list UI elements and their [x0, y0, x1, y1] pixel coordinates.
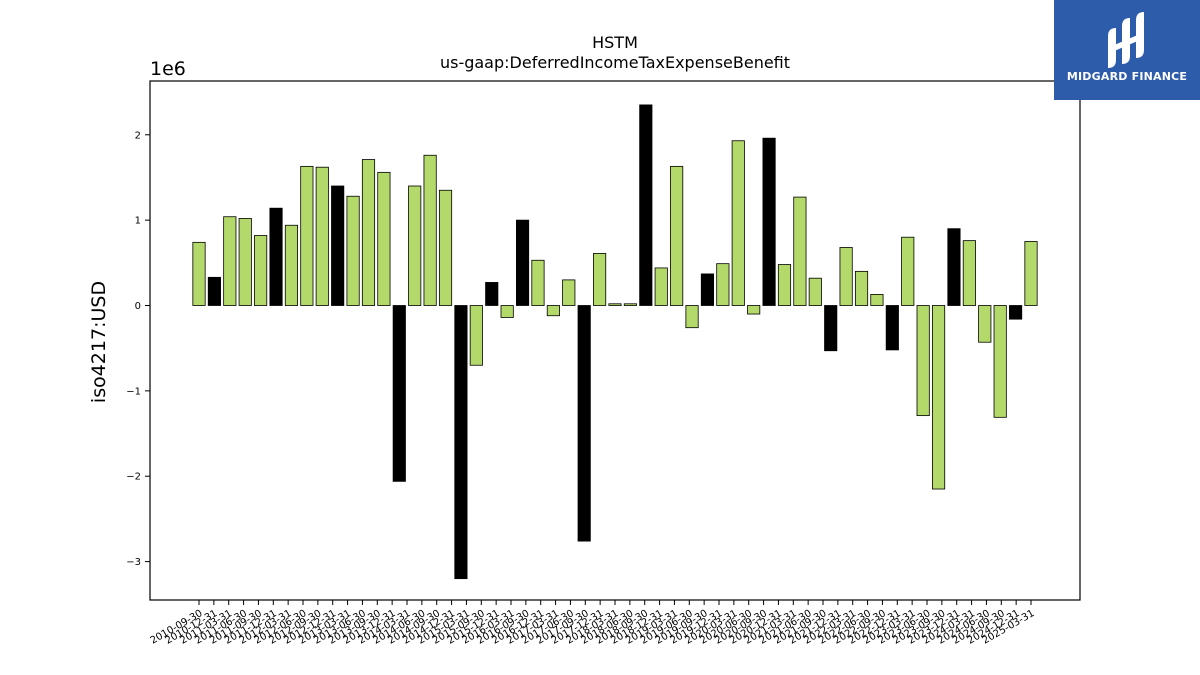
bar: [254, 235, 268, 306]
bar: [515, 219, 530, 306]
bar: [577, 305, 591, 542]
bar: [1024, 241, 1038, 306]
bar: [315, 166, 329, 306]
bars-group: [192, 104, 1038, 580]
bar: [192, 241, 206, 306]
y-axis-label: iso4217:USD: [88, 281, 110, 403]
bar: [593, 253, 607, 306]
bar: [947, 228, 961, 306]
bar: [300, 165, 314, 306]
chart-title: HSTM: [592, 33, 638, 52]
bar: [623, 303, 637, 306]
y-tick-label: −2: [126, 472, 141, 483]
bar: [716, 263, 730, 306]
bar: [531, 259, 545, 306]
bar: [392, 305, 406, 482]
bar: [931, 305, 946, 490]
bar: [238, 218, 252, 306]
bar: [361, 159, 376, 306]
bar: [824, 305, 838, 352]
y-tick-label: −3: [126, 557, 141, 568]
y-tick-label: 2: [135, 130, 141, 141]
logo-text: MIDGARD FINANCE: [1066, 70, 1188, 83]
bar: [762, 137, 776, 306]
x-axis: 2010-09-302010-12-312011-03-312011-06-30…: [149, 600, 1037, 647]
bar: [1009, 305, 1023, 320]
bar: [700, 273, 715, 306]
chart-subtitle: us-gaap:DeferredIncomeTaxExpenseBenefit: [440, 53, 790, 72]
bar: [639, 104, 653, 306]
bar: [546, 305, 560, 317]
y-tick-label: 1: [135, 216, 141, 227]
bar: [423, 154, 437, 306]
bar: [223, 216, 237, 306]
bar: [962, 240, 976, 306]
y-axis: −3 −2 −1 0 1 2: [126, 130, 150, 568]
bar: [562, 279, 576, 306]
bar: [469, 305, 483, 366]
bar: [438, 189, 453, 306]
bar: [284, 224, 299, 306]
bar: [747, 305, 761, 315]
bar: [331, 185, 345, 306]
bar: [608, 303, 622, 306]
midgard-logo-mark-icon: [1108, 12, 1144, 68]
midgard-finance-logo: MIDGARD FINANCE: [1054, 0, 1200, 100]
bar: [731, 140, 745, 306]
bar: [901, 236, 915, 306]
bar: [654, 267, 668, 306]
bar: [346, 195, 360, 306]
bar: [808, 277, 822, 306]
bar: [269, 207, 283, 306]
bar: [854, 270, 869, 306]
bar: [916, 305, 930, 417]
y-offset-label: 1e6: [150, 58, 186, 80]
bar: [670, 165, 684, 306]
bar: [485, 282, 499, 306]
plot-frame: [149, 80, 1081, 601]
bar: [207, 276, 221, 306]
bar: [454, 305, 468, 580]
bar: [777, 264, 792, 306]
y-tick-label: −1: [126, 386, 141, 397]
bar: [500, 305, 514, 318]
bar: [408, 185, 422, 306]
bar: [793, 196, 807, 306]
bar: [870, 293, 884, 306]
bar: [978, 305, 992, 343]
bar: [839, 247, 853, 306]
bar: [993, 305, 1007, 418]
y-tick-label: 0: [135, 301, 141, 312]
bar: [377, 171, 391, 306]
bar: [885, 305, 899, 351]
bar: [685, 305, 699, 329]
